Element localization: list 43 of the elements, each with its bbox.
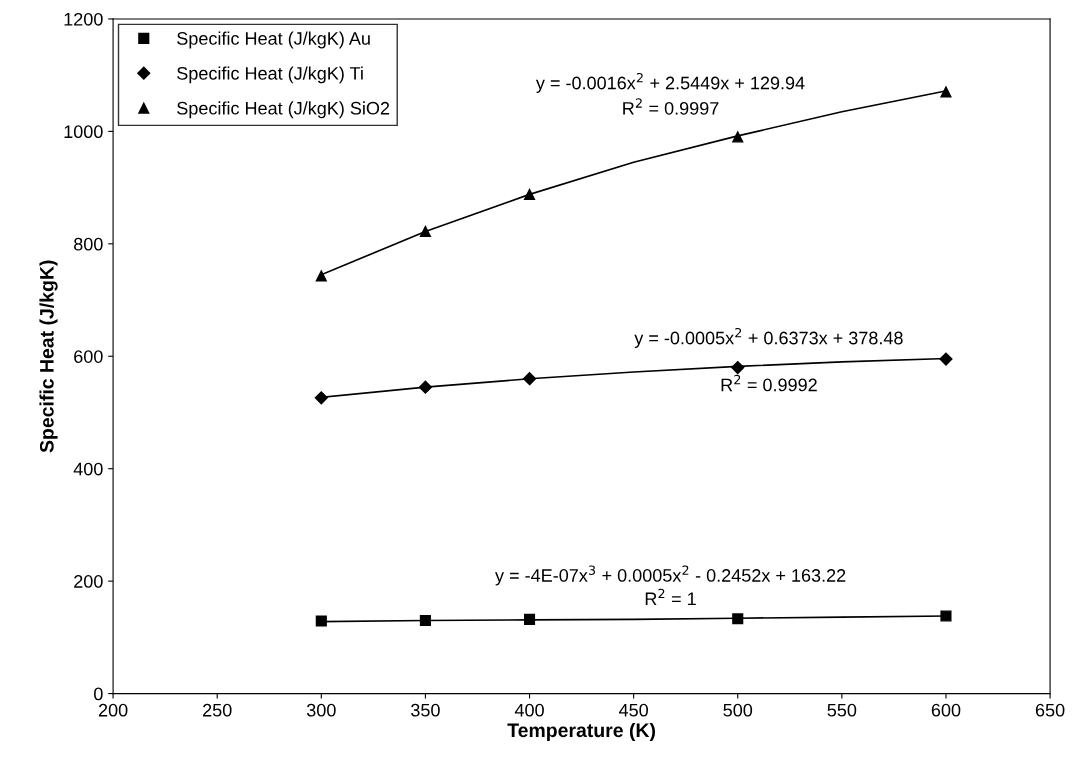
annotation: y = -4E-07x$^{3}$ + 0.0005x$^{2}$ - 0.2452x + 163.22 bbox=[495, 565, 846, 586]
x-tick-label: 350 bbox=[411, 703, 440, 717]
point bbox=[522, 372, 537, 386]
annotation: y = -0.0016x$^{2}$ + 2.5449x + 129.94 bbox=[535, 72, 805, 93]
x-tick-label: 250 bbox=[203, 703, 232, 717]
annotation: y = -0.0005x$^{2}$ + 0.6373x + 378.48 bbox=[634, 327, 903, 348]
point bbox=[523, 188, 536, 200]
annotation: R$^{2}$ = 1 bbox=[645, 588, 696, 605]
x-tick-label: 300 bbox=[306, 703, 336, 717]
point bbox=[939, 352, 953, 366]
legend-label: Specific Heat (J/kgK) Au bbox=[177, 31, 370, 49]
point bbox=[523, 613, 536, 625]
y-tick-label: 600 bbox=[74, 350, 103, 363]
x-tick-label: 400 bbox=[514, 703, 544, 717]
x-tick-label: 450 bbox=[618, 703, 648, 717]
x-tick-label: 550 bbox=[827, 703, 857, 717]
legend-label: Specific Heat (J/kgK) SiO2 bbox=[177, 101, 390, 119]
point bbox=[940, 610, 952, 622]
y-tick-label: 800 bbox=[74, 237, 103, 251]
y-tick-label: 1000 bbox=[64, 125, 103, 139]
y-tick-label: 1200 bbox=[64, 12, 103, 26]
x-tick-label: 500 bbox=[723, 703, 753, 717]
x-tick-label: 200 bbox=[98, 703, 128, 717]
point bbox=[419, 225, 431, 238]
x-tick-label: 650 bbox=[1035, 703, 1065, 717]
y-axis-title: Specific Heat (J/kgK) bbox=[39, 260, 58, 453]
y-tick-label: 0 bbox=[94, 687, 103, 701]
annotation: R$^{2}$ = 0.9992 bbox=[721, 374, 817, 392]
x-tick-label: 600 bbox=[931, 703, 961, 717]
point bbox=[419, 614, 431, 627]
point bbox=[732, 131, 744, 143]
point bbox=[315, 615, 327, 627]
point bbox=[418, 380, 433, 394]
point bbox=[940, 86, 952, 98]
legend-label: Specific Heat (J/kgK) Ti bbox=[177, 66, 363, 84]
point bbox=[314, 391, 328, 405]
point bbox=[315, 270, 327, 282]
y-tick-label: 400 bbox=[73, 462, 103, 476]
point bbox=[731, 360, 745, 375]
point bbox=[732, 613, 744, 625]
y-tick-label: 200 bbox=[74, 575, 103, 588]
x-axis-title: Temperature (K) bbox=[507, 722, 655, 742]
annotation: R$^{2}$ = 0.9997 bbox=[623, 98, 719, 115]
